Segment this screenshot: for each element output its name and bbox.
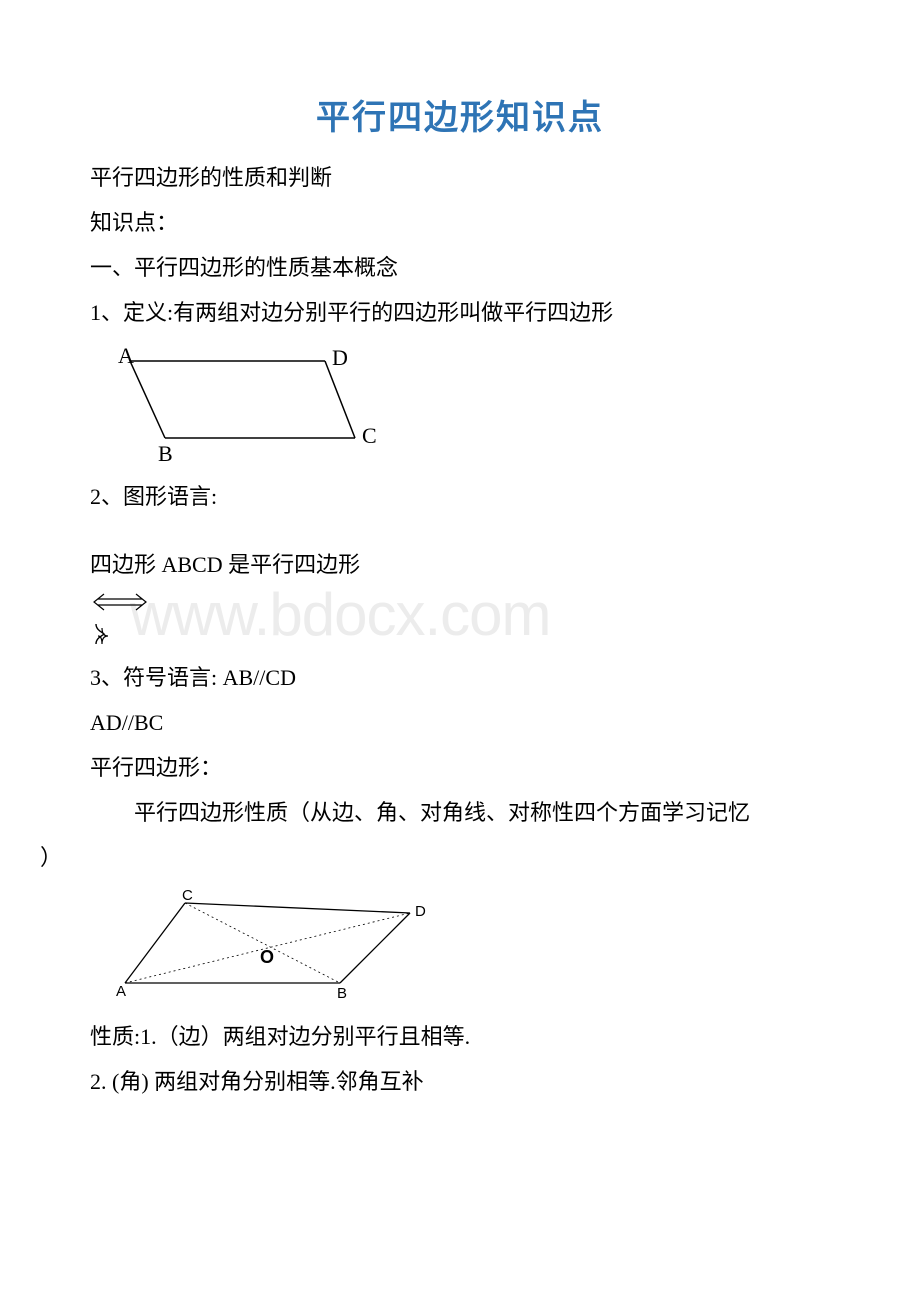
center-label-o: O: [260, 947, 274, 967]
parallelogram-diagram-1: A D B C: [110, 343, 830, 468]
text-line: 平行四边形：: [90, 747, 830, 790]
double-arrow-icon: [90, 591, 830, 618]
text-line: 一、平行四边形的性质基本概念: [90, 247, 830, 290]
text-line: 2、图形语言:: [90, 476, 830, 519]
text-line: 平行四边形的性质和判断: [90, 157, 830, 200]
vertex-label-a: A: [116, 983, 126, 1000]
text-line: AD//BC: [90, 702, 830, 745]
vertex-label-c: C: [182, 888, 193, 904]
text-line: 1、定义:有两组对边分别平行的四边形叫做平行四边形: [90, 292, 830, 335]
vertex-label-c: C: [362, 423, 377, 448]
text-line: 知识点：: [90, 202, 830, 245]
brace-icon: [90, 622, 830, 653]
vertex-label-d: D: [332, 345, 348, 370]
text-line: 3、符号语言: AB//CD: [90, 657, 830, 700]
text-line: 2. (角) 两组对角分别相等.邻角互补: [90, 1061, 830, 1104]
document-content: 平行四边形知识点 平行四边形的性质和判断 知识点： 一、平行四边形的性质基本概念…: [90, 90, 830, 1104]
vertex-label-b: B: [158, 441, 173, 463]
text-line: 平行四边形性质（从边、角、对角线、对称性四个方面学习记忆: [90, 792, 830, 835]
page-title: 平行四边形知识点: [90, 90, 830, 139]
blank-line: [90, 520, 830, 542]
parallelogram-diagram-2: C D A B O: [110, 888, 830, 1008]
vertex-label-b: B: [337, 985, 347, 1002]
text-line: 四边形 ABCD 是平行四边形: [90, 544, 830, 587]
vertex-label-d: D: [415, 903, 426, 920]
text-line: ）: [40, 837, 830, 880]
vertex-label-a: A: [118, 343, 134, 368]
text-line: 性质:1.（边）两组对边分别平行且相等.: [90, 1016, 830, 1059]
